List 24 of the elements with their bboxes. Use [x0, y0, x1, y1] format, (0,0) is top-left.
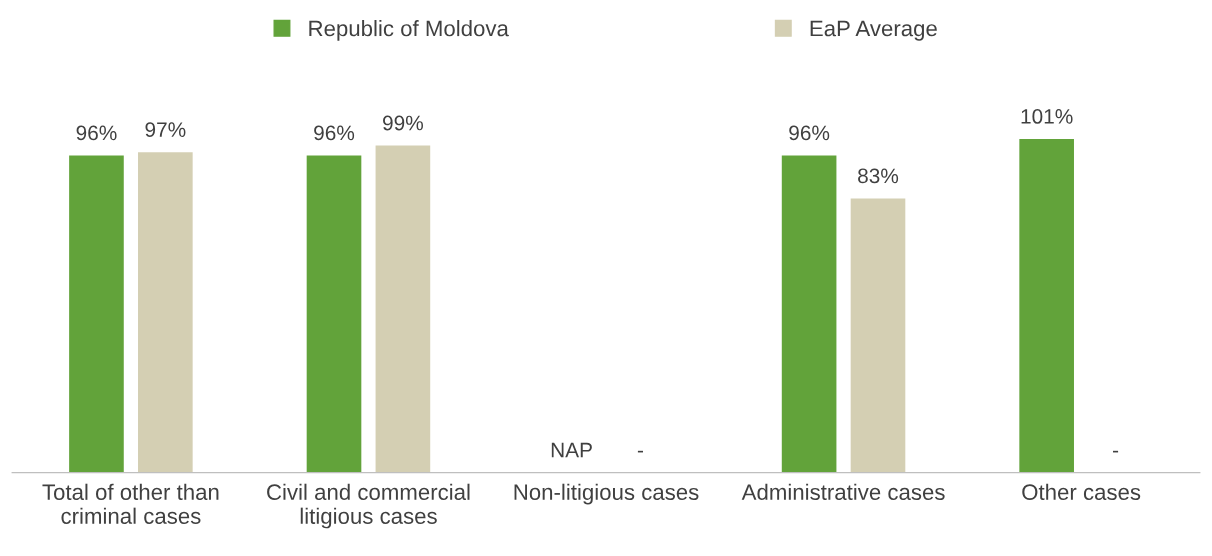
x-tick-label: Administrative cases	[741, 483, 945, 501]
x-tick-label: Civil and commercial litigious cases	[267, 483, 470, 529]
bar	[850, 198, 906, 473]
data-label: 99%	[383, 115, 423, 131]
text: -	[1113, 450, 1119, 453]
text: NAP	[551, 442, 592, 458]
bar	[375, 145, 431, 473]
text: -	[637, 450, 643, 453]
legend-label: EaP Average	[810, 20, 937, 41]
bar	[69, 155, 124, 473]
bar	[1019, 139, 1074, 473]
x-tick-label: Non-litigious cases	[514, 483, 699, 505]
data-label: 83%	[858, 168, 899, 184]
data-label: 96%	[789, 125, 830, 141]
bar	[306, 155, 362, 473]
bar	[138, 152, 193, 473]
bar	[781, 155, 837, 473]
legend-label: Republic of Moldova	[309, 20, 509, 41]
data-label: 96%	[76, 125, 117, 141]
x-tick-label: Other cases	[1022, 483, 1141, 501]
x-tick-label: Total of other than criminal cases	[42, 483, 219, 524]
data-label: 101%	[1021, 109, 1073, 124]
data-label: 97%	[145, 122, 186, 137]
data-label: 96%	[314, 125, 355, 141]
